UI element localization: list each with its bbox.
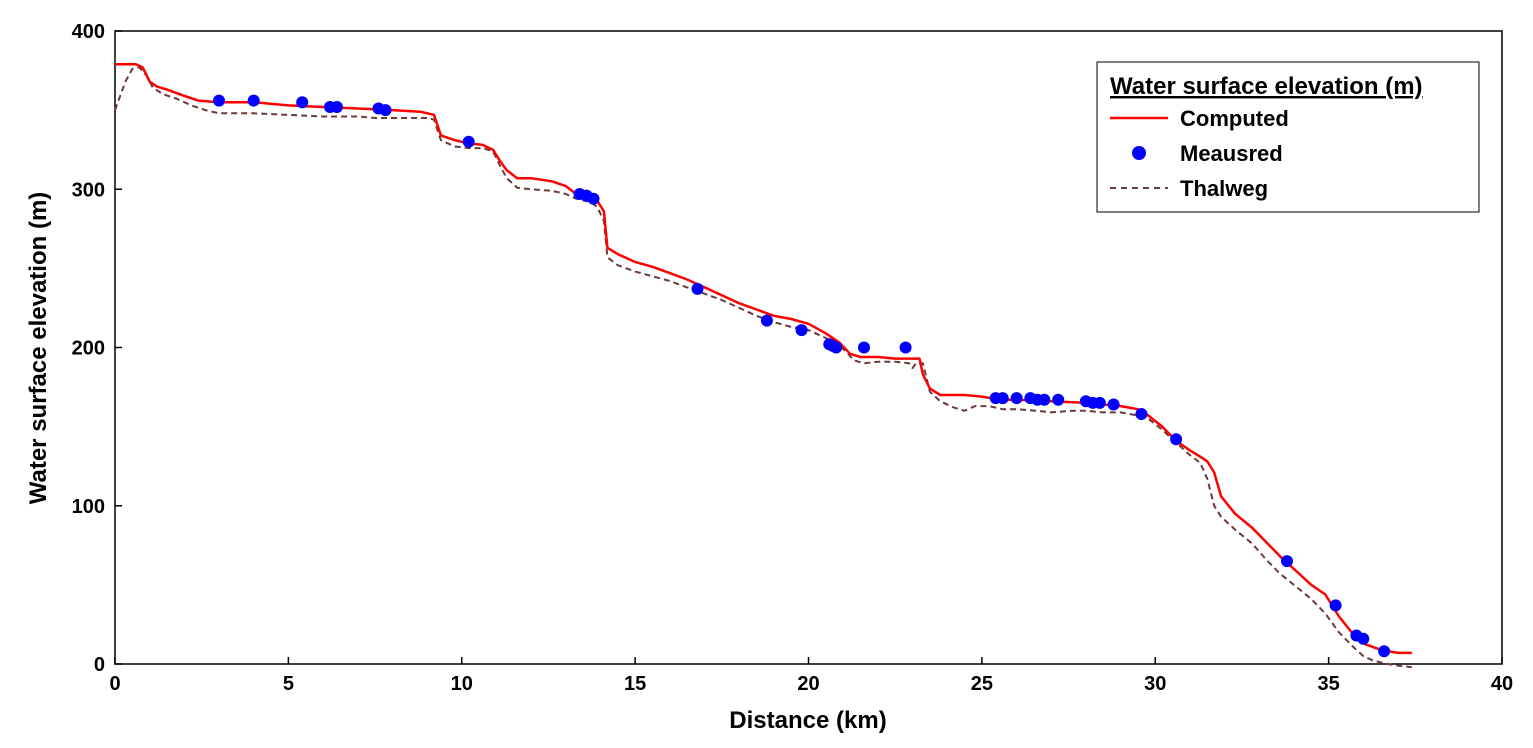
series-measured-point (1093, 396, 1106, 409)
series-measured-point (379, 104, 392, 117)
legend-entry-measured: Meausred (1180, 141, 1283, 166)
legend-entry-computed: Computed (1180, 106, 1289, 131)
series-measured-point (691, 282, 704, 295)
x-tick-label: 10 (451, 673, 473, 695)
y-tick-label: 100 (72, 496, 105, 518)
series-measured-point (1357, 632, 1370, 645)
series-measured-point (587, 192, 600, 205)
series-measured-point (1329, 599, 1342, 612)
y-axis-ticks: 0 100 200 300 400 (72, 21, 122, 676)
series-measured-point (795, 324, 808, 337)
series-measured-point (247, 94, 260, 107)
legend: Water surface elevation (m) Computed Mea… (1096, 61, 1480, 213)
x-axis-title: Distance (km) (729, 707, 886, 734)
x-tick-label: 30 (1144, 673, 1166, 695)
series-measured-point (899, 341, 912, 354)
legend-title: Water surface elevation (m) (1110, 73, 1423, 100)
x-tick-label: 35 (1318, 673, 1340, 695)
y-tick-label: 400 (72, 21, 105, 43)
x-tick-label: 0 (109, 673, 120, 695)
series-computed-line (115, 62, 1412, 655)
y-tick-label: 200 (72, 338, 105, 360)
series-thalweg-line (114, 66, 1412, 669)
legend-entry-thalweg: Thalweg (1180, 176, 1268, 201)
series-measured-point (1281, 555, 1293, 568)
x-tick-label: 15 (624, 673, 646, 695)
x-tick-label: 40 (1491, 673, 1513, 695)
x-tick-label: 20 (797, 673, 819, 695)
series-measured-point (760, 314, 773, 327)
series-measured-point (1378, 645, 1391, 658)
series-measured-point (213, 94, 225, 107)
series-measured-point (1170, 433, 1183, 446)
series-measured-point (462, 135, 475, 148)
y-tick-label: 300 (72, 179, 105, 201)
legend-box (1096, 61, 1480, 213)
x-tick-label: 5 (283, 673, 294, 695)
y-axis-title: Water surface elevation (m) (25, 192, 52, 505)
series-measured-point (330, 101, 343, 113)
y-tick-label: 0 (94, 654, 105, 676)
legend-measured-swatch (1132, 146, 1146, 160)
series-measured-point (296, 96, 309, 109)
x-axis-ticks: 0 5 10 15 20 25 30 35 40 (109, 657, 1513, 695)
series-measured-point (1010, 392, 1023, 405)
series-measured-point (830, 341, 843, 354)
series-measured-point (1107, 398, 1120, 411)
series-measured-point (1038, 393, 1051, 406)
series-measured-point (996, 392, 1009, 405)
series-measured-point (1052, 393, 1065, 406)
series-measured-point (1135, 408, 1148, 420)
x-tick-label: 25 (971, 673, 993, 695)
series-measured-point (858, 341, 870, 354)
series-layer (114, 62, 1412, 669)
